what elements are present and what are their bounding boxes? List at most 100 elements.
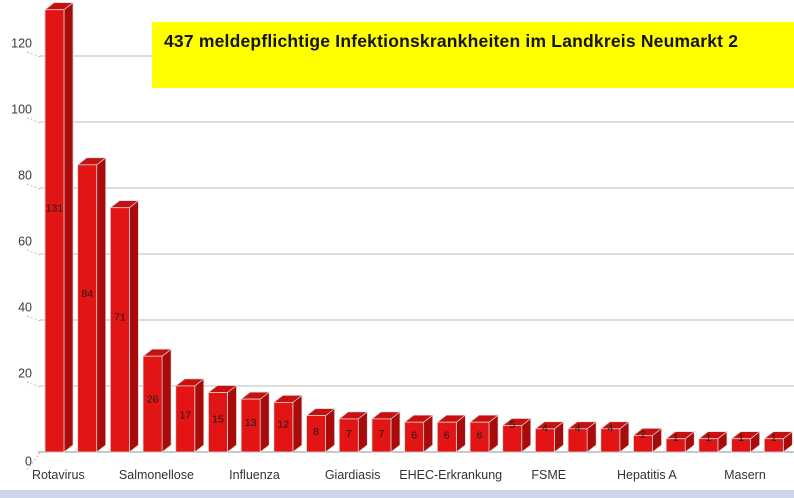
- bar-front-face: [44, 9, 65, 453]
- x-axis-label: Masern: [724, 468, 766, 482]
- bar-EHEC-Erkrankung: 6: [436, 414, 467, 453]
- bar-FSME: 4: [534, 421, 565, 453]
- bar-value-label: 13: [245, 417, 257, 429]
- y-axis-tick-label: 120: [11, 37, 32, 51]
- bar-disease-21: 1: [697, 430, 728, 453]
- chart-title: 437 meldepflichtige Infektionskrankheite…: [164, 31, 739, 51]
- bar-front-face: [208, 392, 228, 453]
- x-axis-label: Salmonellose: [119, 468, 194, 482]
- bar-side-face: [161, 348, 172, 453]
- bar-front-face: [273, 401, 294, 453]
- bar-disease-17: 4: [567, 421, 598, 453]
- bar-side-face: [63, 1, 74, 453]
- bar-value-label: 7: [379, 428, 385, 440]
- axis-tick-guide: [26, 452, 41, 471]
- x-axis-label: EHEC-Erkrankung: [399, 468, 502, 482]
- bar-value-label: 6: [444, 430, 450, 442]
- bar-front-face: [469, 421, 490, 453]
- bar-value-label: 1: [705, 432, 711, 444]
- bar-front-face: [142, 355, 163, 453]
- bar-disease-6: 15: [207, 384, 238, 453]
- bar-value-label: 4: [575, 422, 581, 434]
- bar-value-label: 4: [607, 422, 613, 434]
- bar-disease-14: 6: [469, 414, 500, 453]
- bar-side-face: [96, 157, 107, 453]
- bar-value-label: 26: [147, 393, 159, 405]
- bar-side-face: [227, 384, 237, 453]
- bar-side-face: [292, 394, 303, 453]
- bar-disease-5: 17: [174, 378, 205, 453]
- bar-value-label: 6: [411, 430, 417, 442]
- bar-front-face: [404, 421, 425, 453]
- bar-disease-20: 1: [665, 430, 696, 453]
- bar-value-label: 7: [346, 428, 352, 440]
- bar-disease-8: 12: [272, 394, 303, 453]
- x-axis-label: Rotavirus: [32, 468, 85, 482]
- bar-side-face: [259, 391, 270, 453]
- bar-front-face: [600, 428, 621, 453]
- bar-value-label: 71: [114, 312, 126, 324]
- chart-title-box: 437 meldepflichtige Infektionskrankheite…: [152, 22, 794, 88]
- bar-front-face: [567, 428, 588, 453]
- bar-value-label: 84: [81, 288, 93, 300]
- axis-tick-guide: [26, 183, 41, 190]
- bar-front-face: [77, 164, 98, 453]
- y-axis-tick-label: 40: [18, 301, 32, 315]
- bar-front-face: [175, 385, 196, 453]
- y-axis-tick-label: 20: [18, 367, 32, 381]
- bar-value-label: 4: [542, 422, 548, 434]
- bar-disease-12: 6: [403, 414, 434, 453]
- x-axis-label: Hepatitis A: [617, 468, 677, 482]
- x-axis-label: Influenza: [229, 468, 280, 482]
- bar-value-label: 1: [673, 432, 679, 444]
- bar-side-face: [194, 378, 205, 453]
- bar-value-label: 1: [771, 432, 777, 444]
- bar-value-label: 15: [212, 413, 224, 425]
- bar-disease-18: 4: [599, 421, 630, 453]
- bar-disease-2: 84: [76, 157, 107, 453]
- bar-side-face: [325, 407, 335, 453]
- bar-front-face: [535, 428, 555, 453]
- bar-Giardiasis: 7: [338, 411, 369, 453]
- bar-front-face: [665, 438, 686, 453]
- bar-value-label: 6: [477, 430, 483, 442]
- bar-value-label: 131: [46, 203, 64, 215]
- axis-tick-guide: [26, 51, 41, 58]
- bar-disease-15: 5: [501, 417, 532, 453]
- bar-front-face: [698, 438, 719, 453]
- bar-value-label: 17: [179, 410, 191, 422]
- bar-front-face: [371, 418, 392, 453]
- bar-Salmonellose: 26: [142, 348, 173, 453]
- bar-value-label: 5: [509, 419, 515, 431]
- bar-Masern: 1: [730, 430, 761, 453]
- x-axis-label: Giardiasis: [325, 468, 381, 482]
- bar-front-face: [731, 438, 752, 453]
- bar-value-label: 12: [278, 419, 290, 431]
- axis-tick-guide: [26, 381, 41, 388]
- bar-disease-3: 71: [109, 199, 140, 453]
- bar-disease-23: 1: [763, 430, 794, 453]
- bar-front-face: [306, 415, 326, 453]
- axis-tick-guide: [26, 315, 41, 322]
- window-edge-strip: [0, 490, 794, 498]
- y-axis-tick-label: 60: [18, 235, 32, 249]
- bar-disease-11: 7: [370, 411, 401, 453]
- bar-Hepatitis A: 2: [632, 427, 663, 453]
- bar-front-face: [633, 434, 653, 453]
- bar-front-face: [436, 421, 457, 453]
- x-axis-label: FSME: [531, 468, 566, 482]
- axis-tick-guide: [26, 117, 41, 124]
- bar-value-label: 2: [640, 429, 646, 441]
- bar-front-face: [338, 418, 359, 453]
- bar-side-face: [129, 199, 139, 453]
- bar-front-face: [109, 207, 130, 453]
- bar-value-label: 1: [738, 432, 744, 444]
- y-axis-tick-label: 0: [25, 455, 32, 469]
- bar-disease-9: 8: [305, 407, 336, 453]
- axis-tick-guide: [26, 249, 41, 256]
- bar-front-face: [502, 425, 523, 453]
- y-axis-tick-label: 80: [18, 169, 32, 183]
- y-axis-tick-label: 100: [11, 103, 32, 117]
- bar-value-label: 8: [313, 426, 319, 438]
